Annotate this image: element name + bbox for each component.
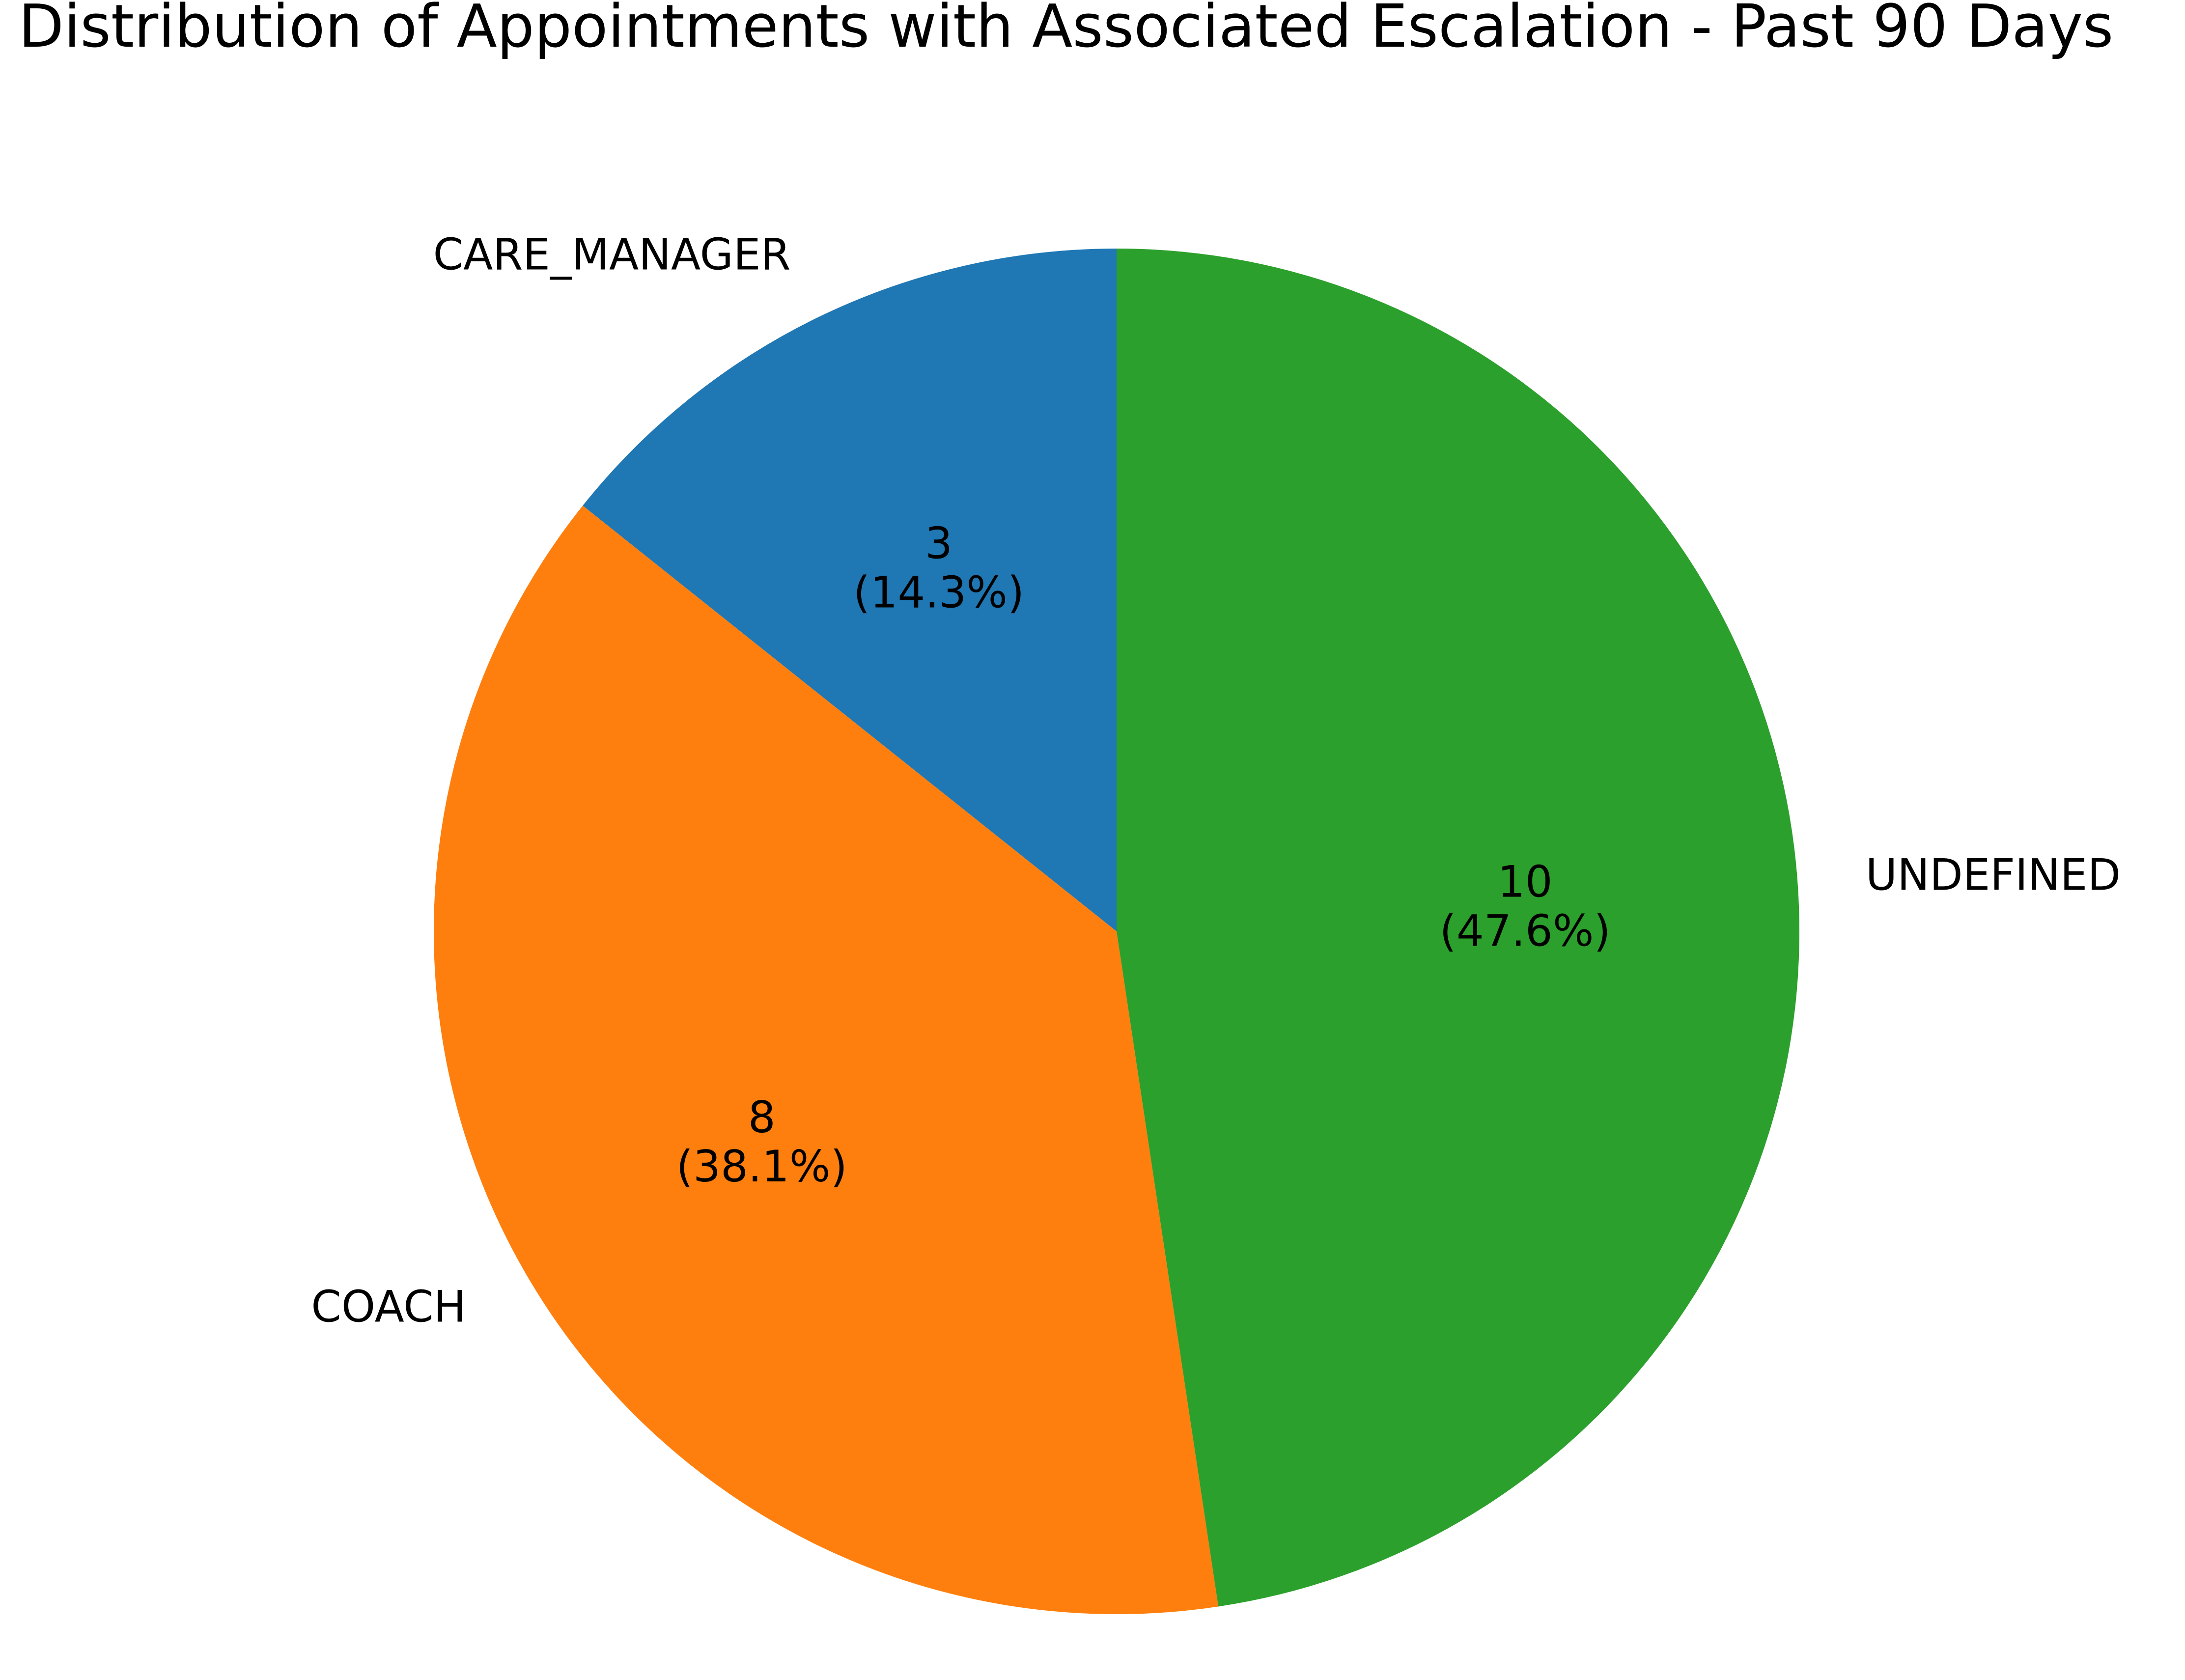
slice-label-undefined: UNDEFINED xyxy=(1866,850,2121,900)
slice-label-care-manager: CARE_MANAGER xyxy=(433,229,791,280)
slice-percent-care-manager: (14.3%) xyxy=(853,567,1024,618)
pie-labels: CARE_MANAGER 3(14.3%) COACH 8(38.1%) UNDEFIN… xyxy=(311,229,2121,1332)
pie-slice-undefined xyxy=(1117,249,1799,1607)
slice-percent-undefined: (47.6%) xyxy=(1440,906,1611,956)
slice-percent-coach: (38.1%) xyxy=(676,1141,847,1192)
slice-value-coach: 8 xyxy=(748,1092,776,1143)
pie-slice-coach xyxy=(434,505,1219,1614)
chart-title: Distribution of Appointments with Associ… xyxy=(19,0,2114,61)
slice-value-care-manager: 3 xyxy=(925,518,952,569)
pie-slices xyxy=(434,249,1799,1614)
pie-slice-care-manager xyxy=(583,249,1117,931)
slice-label-coach: COACH xyxy=(311,1282,466,1332)
slice-value-undefined: 10 xyxy=(1498,857,1553,907)
